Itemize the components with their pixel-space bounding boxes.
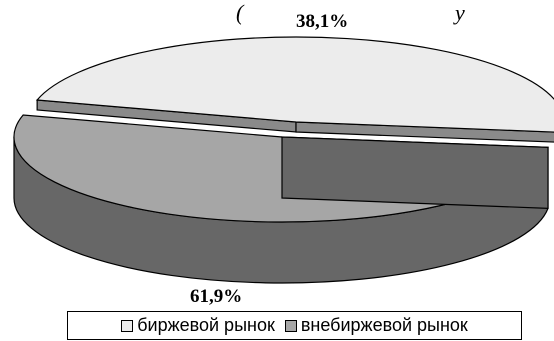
pie-slice-otc-cut-face — [281, 136, 549, 209]
legend-label-otc: внебиржевой рынок — [300, 315, 468, 335]
pie-slice-exchange — [35, 36, 554, 133]
legend-label-exchange: биржевой рынок — [137, 315, 275, 335]
title-fragment-tail: у — [453, 0, 465, 25]
legend-item-exchange: биржевой рынок — [121, 315, 275, 336]
legend-item-otc: внебиржевой рынок — [284, 315, 468, 336]
data-label-exchange: 38,1% — [296, 11, 348, 32]
legend-swatch-otc — [284, 319, 297, 332]
data-label-otc: 61,9% — [190, 286, 242, 307]
chart-legend: биржевой рынок внебиржевой рынок — [67, 311, 522, 340]
legend-swatch-exchange — [121, 319, 134, 332]
title-fragment-open: ( — [236, 0, 245, 25]
